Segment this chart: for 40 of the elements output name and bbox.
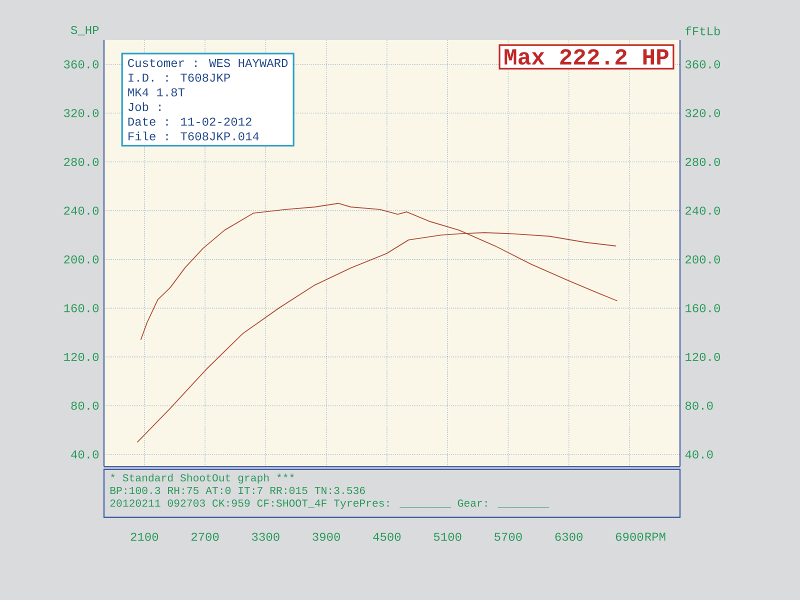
- x-tick-label: 2700: [191, 532, 219, 541]
- x-tick-label: 6900: [616, 532, 644, 541]
- y2-tick-label: 120.0: [686, 352, 720, 362]
- text: * Standard ShootOut graph ***: [110, 474, 294, 484]
- y2-axis-title: fFtLb: [686, 26, 720, 36]
- annotation: File : T608JKP.014: [128, 132, 259, 140]
- y-tick-label: 320.0: [64, 109, 99, 118]
- y-tick-label: 200.0: [64, 255, 99, 264]
- x-tick-label: 6300: [555, 532, 582, 541]
- x-tick-label: 4500: [373, 532, 401, 541]
- y-tick-label: 160.0: [64, 304, 99, 312]
- text: BP:100.3 RH:75 AT:0 IT:7 RR:015 TN:3.536: [110, 486, 365, 494]
- x-tick-label: 3900: [312, 532, 340, 541]
- y2-tick-label: 160.0: [686, 304, 720, 312]
- y-tick-label: 40.0: [71, 450, 99, 459]
- text: 20120211 092703 CK:959 CF:SHOOT_4F TyrePres: ________ Gear: ________: [110, 500, 550, 509]
- y-axis-title: S_HP: [70, 26, 99, 36]
- annotation: I.D. : T608JKP: [128, 74, 230, 82]
- chart-title: Max 222.2 HP: [504, 49, 668, 65]
- y2-tick-label: 200.0: [686, 255, 720, 264]
- y2-tick-label: 40.0: [685, 450, 713, 459]
- y-tick-label: 280.0: [64, 158, 99, 166]
- x-tick-label: 3300: [252, 532, 280, 541]
- y2-tick-label: 320.0: [685, 109, 720, 118]
- annotation: MK4 1.8T: [128, 88, 185, 96]
- x-tick-label: 2100: [130, 532, 158, 541]
- y2-tick-label: 280.0: [686, 158, 720, 166]
- y-tick-label: 240.0: [64, 206, 99, 215]
- y-tick-label: 80.0: [71, 402, 99, 410]
- y-tick-label: 120.0: [64, 352, 99, 362]
- x-tick-label: 5700: [494, 532, 522, 541]
- x-tick-label: 5100: [434, 532, 462, 541]
- y2-tick-label: 80.0: [685, 402, 713, 410]
- x-axis-title: RPM: [645, 532, 666, 541]
- y2-tick-label: 360.0: [685, 60, 720, 68]
- annotation: Customer : WES HAYWARD: [128, 58, 288, 68]
- annotation: Job :: [128, 102, 160, 112]
- y-tick-label: 360.0: [64, 60, 99, 68]
- y2-tick-label: 240.0: [686, 206, 720, 215]
- annotation: Date : 11-02-2012: [128, 118, 252, 126]
